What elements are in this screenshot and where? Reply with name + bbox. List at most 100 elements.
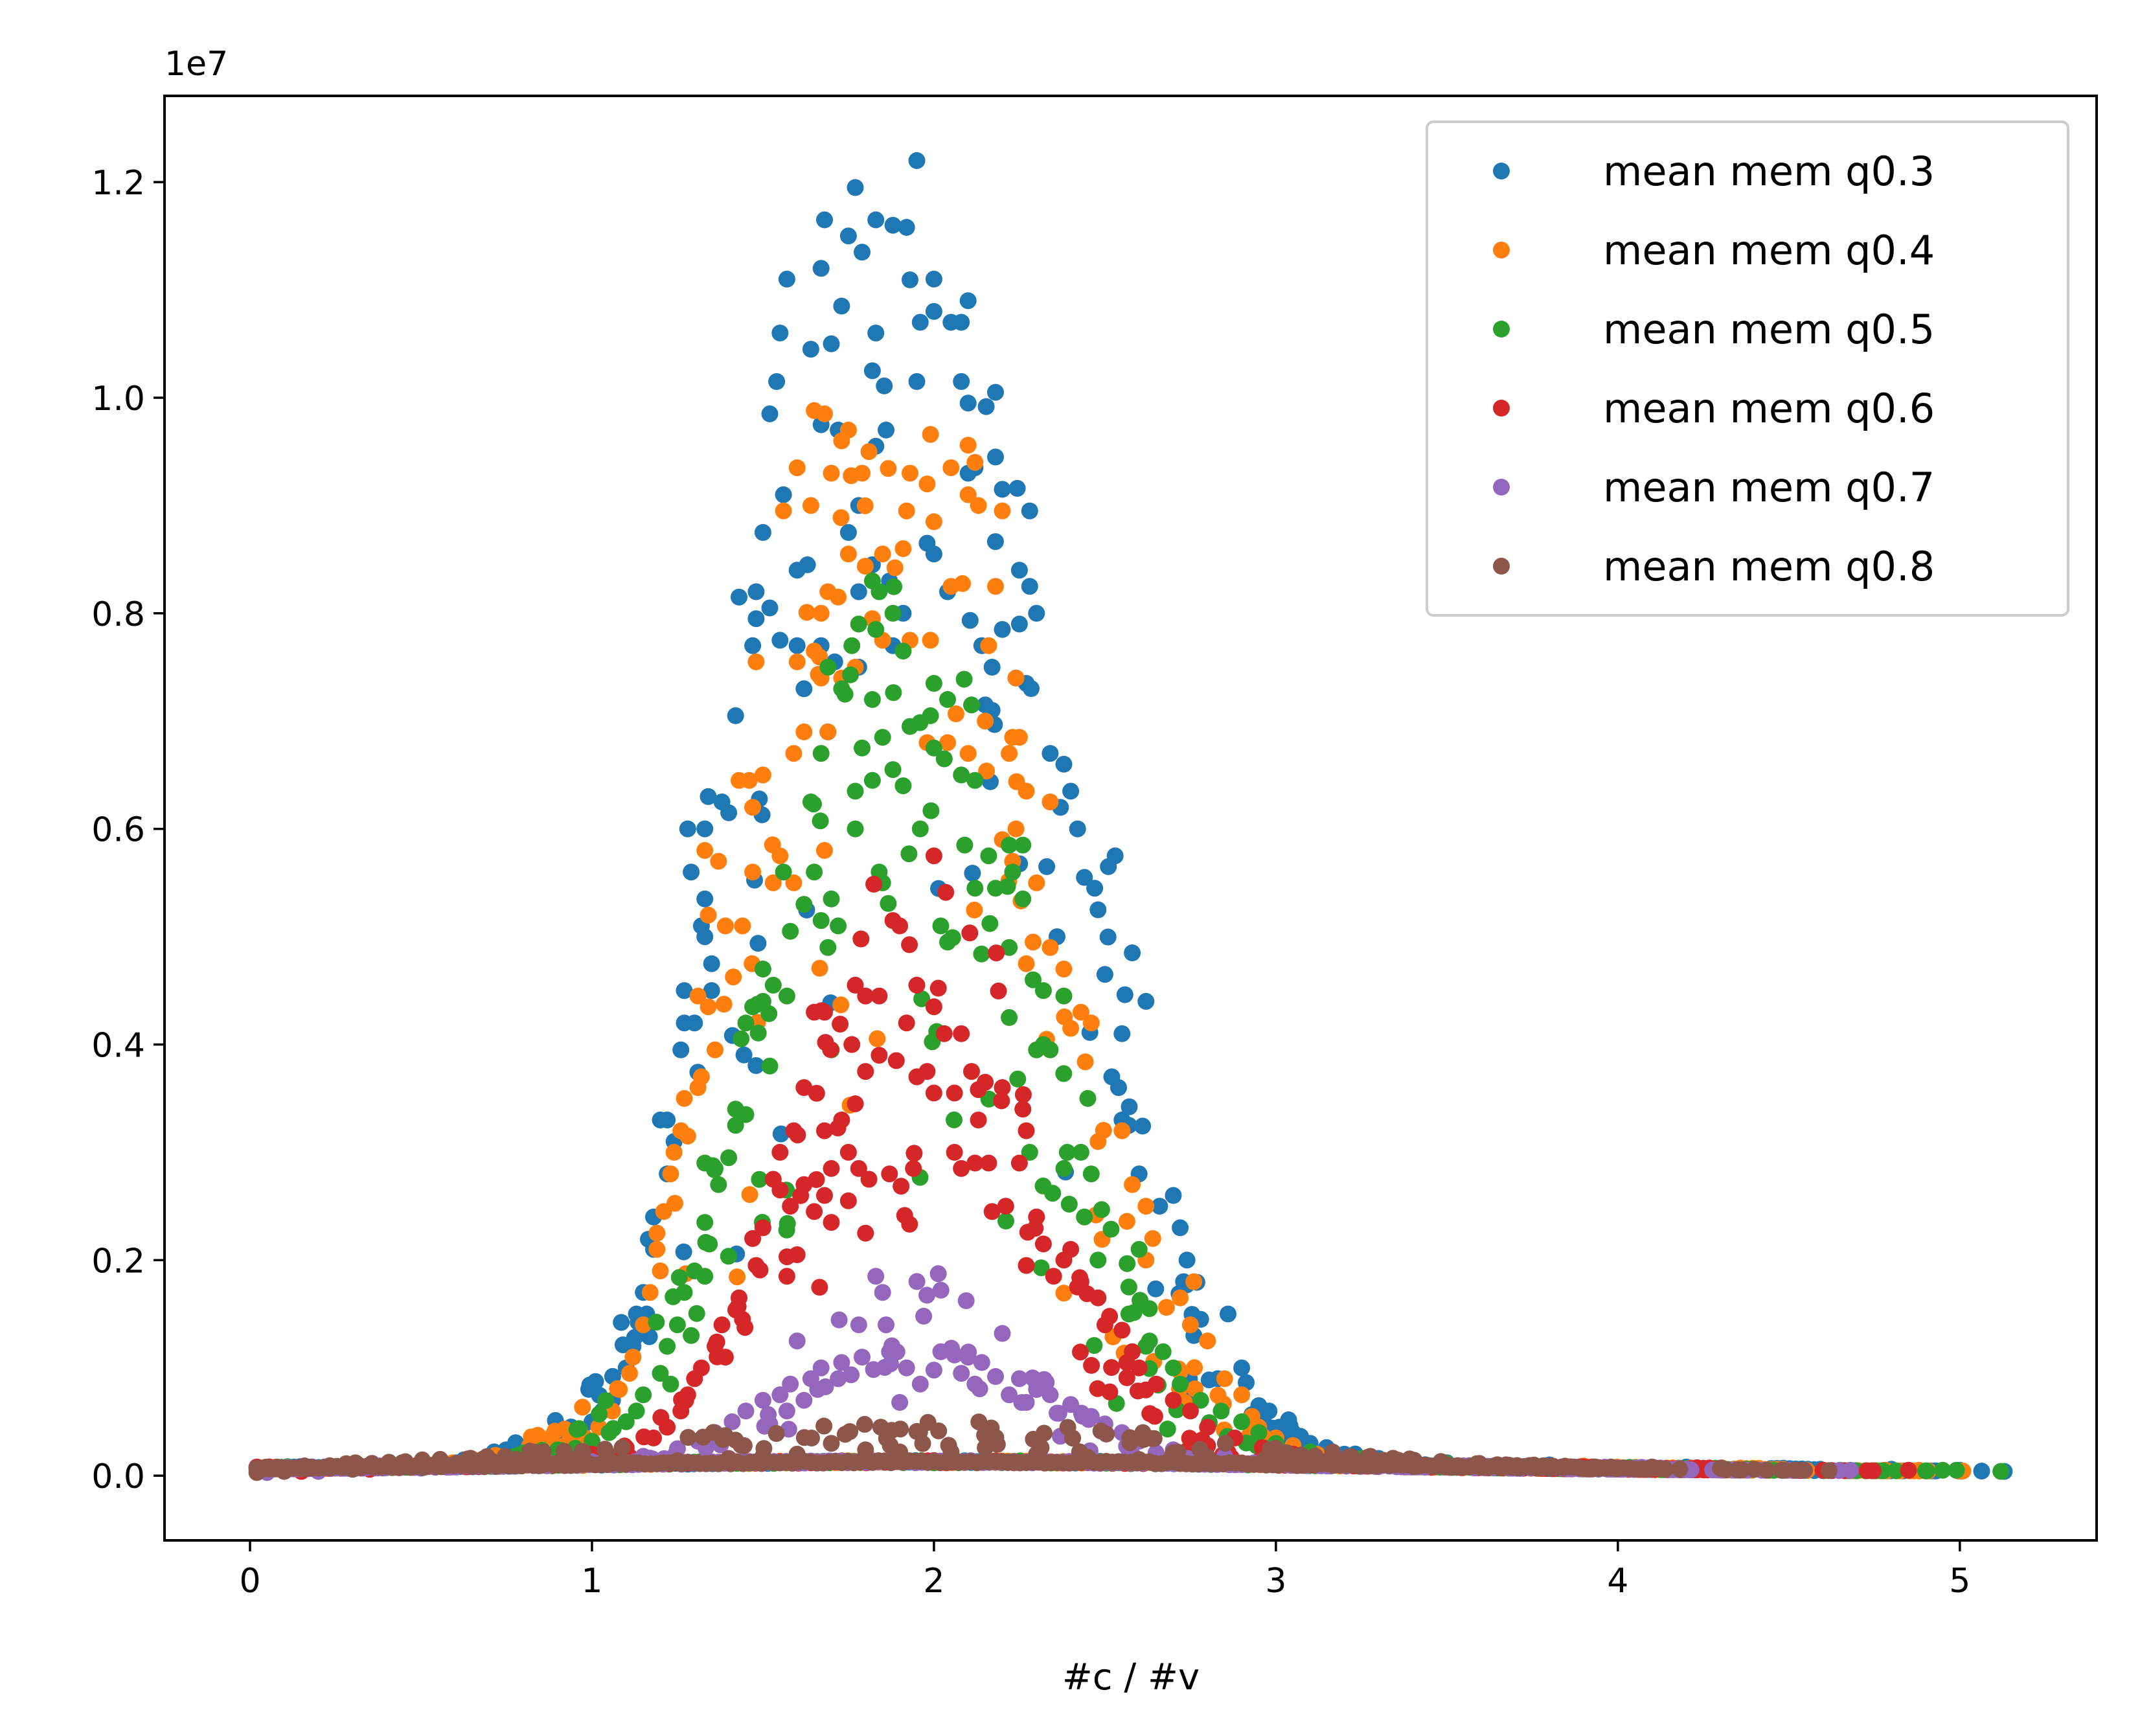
data-point: [959, 1349, 977, 1366]
data-point: [778, 1402, 795, 1420]
data-point: [764, 874, 782, 891]
data-point: [694, 1428, 712, 1446]
data-point: [716, 917, 734, 935]
data-point: [729, 1268, 746, 1286]
data-point: [529, 1426, 547, 1444]
data-point: [1192, 1391, 1209, 1409]
data-point: [751, 1171, 768, 1188]
data-point: [1038, 858, 1056, 875]
data-point: [771, 1182, 789, 1199]
data-point: [1157, 1299, 1175, 1316]
data-point: [1055, 755, 1073, 773]
data-point: [1973, 1463, 1990, 1479]
data-point: [1058, 1143, 1076, 1161]
data-point: [896, 1207, 913, 1224]
data-point: [816, 1122, 833, 1139]
data-point: [816, 1187, 833, 1204]
data-point: [1072, 1343, 1089, 1361]
data-point: [659, 1112, 676, 1128]
data-point: [747, 1057, 765, 1074]
data-point: [679, 1127, 696, 1145]
data-point: [720, 1248, 737, 1265]
data-point: [761, 405, 779, 422]
data-point: [710, 1176, 727, 1193]
data-point: [754, 524, 771, 541]
data-point: [788, 1445, 806, 1463]
data-point: [761, 599, 779, 617]
data-point: [953, 1159, 970, 1177]
data-point: [987, 1368, 1004, 1385]
data-point: [1146, 1408, 1163, 1425]
data-point: [581, 1376, 598, 1394]
data-point: [977, 398, 995, 415]
data-point: [966, 771, 984, 789]
data-point: [1082, 1165, 1100, 1183]
data-point: [1009, 1070, 1027, 1088]
data-point: [1028, 1445, 1045, 1463]
data-point: [733, 1030, 750, 1047]
x-tick-label: 3: [1265, 1562, 1286, 1601]
data-point: [925, 998, 942, 1016]
data-point: [956, 836, 973, 854]
data-point: [788, 653, 806, 670]
data-point: [652, 1365, 669, 1382]
data-point: [908, 1068, 926, 1086]
data-point: [764, 976, 782, 994]
data-point: [782, 1198, 799, 1215]
data-point: [665, 1143, 683, 1161]
data-point: [798, 604, 815, 621]
data-point: [1086, 880, 1104, 897]
data-point: [768, 373, 786, 390]
data-point: [867, 621, 885, 638]
data-point: [1025, 971, 1042, 988]
data-point: [1055, 1065, 1073, 1082]
legend-label-q0-4: mean mem q0.4: [1603, 227, 1935, 274]
data-point: [948, 705, 964, 722]
data-point: [987, 383, 1004, 401]
data-point: [744, 799, 762, 816]
y-tick-label: 0.8: [91, 595, 145, 634]
data-point: [843, 1366, 860, 1384]
data-point: [668, 1316, 686, 1334]
data-point: [946, 1111, 962, 1128]
data-point: [815, 1417, 833, 1435]
data-point: [635, 1316, 652, 1334]
data-point: [1096, 1316, 1113, 1334]
data-point: [942, 578, 960, 595]
data-point: [1089, 1289, 1107, 1307]
y-tick-label: 1.0: [91, 380, 145, 418]
data-point: [922, 802, 940, 819]
data-point: [1103, 1359, 1121, 1376]
data-point: [591, 1406, 608, 1423]
data-point: [1014, 1101, 1032, 1118]
data-point: [1055, 961, 1073, 977]
data-point: [1948, 1461, 1965, 1479]
data-point: [1076, 869, 1093, 886]
data-point: [860, 1171, 878, 1188]
data-point: [1113, 1025, 1131, 1042]
data-point: [891, 917, 909, 935]
data-point: [1014, 836, 1032, 854]
data-point: [1746, 1461, 1763, 1478]
ticks-layer: 0 1 2 3 4 5 0.0 0.2 0.4 0.6 0.8 1.0 1.2: [91, 164, 1970, 1601]
data-point: [648, 1224, 666, 1242]
data-point: [1007, 669, 1025, 687]
data-point: [1124, 944, 1141, 961]
data-point: [977, 713, 994, 730]
data-point: [795, 896, 813, 913]
data-point: [672, 1041, 690, 1058]
data-point: [876, 1359, 893, 1376]
data-point: [857, 987, 874, 1005]
data-point: [1014, 890, 1032, 908]
data-point: [1055, 1251, 1073, 1269]
data-point: [1121, 1098, 1138, 1115]
data-point: [1216, 1370, 1233, 1388]
data-point: [655, 1203, 672, 1220]
data-point: [953, 314, 970, 331]
data-point: [823, 890, 840, 908]
data-point: [1010, 1370, 1028, 1388]
data-point: [679, 820, 696, 838]
data-point: [573, 1443, 591, 1460]
data-point: [942, 1443, 960, 1461]
data-point: [816, 211, 833, 229]
